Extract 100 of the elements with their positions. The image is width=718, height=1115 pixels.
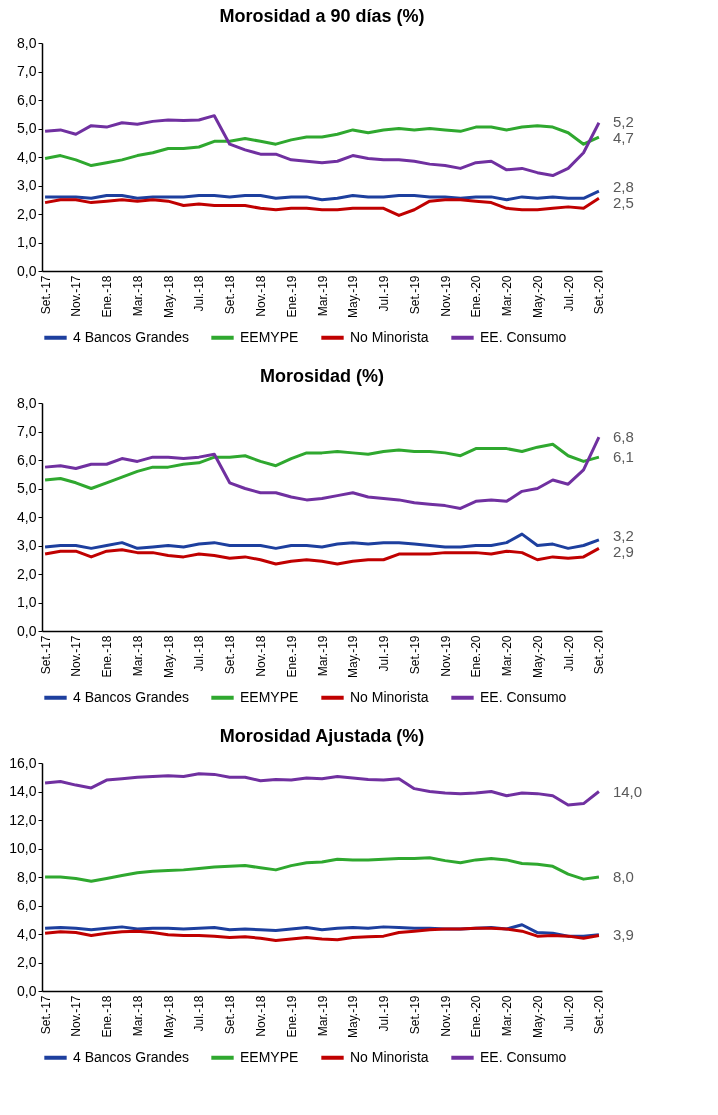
y-tick-label: 5,0 bbox=[17, 120, 37, 136]
legend-label: EE. Consumo bbox=[480, 1048, 567, 1065]
y-tick-label: 2,0 bbox=[17, 565, 37, 582]
x-tick-label: Set.-20 bbox=[592, 635, 607, 675]
x-tick-label: Mar.-19 bbox=[315, 995, 330, 1037]
y-tick-label: 4,0 bbox=[17, 925, 37, 942]
x-tick-label: Ene.-18 bbox=[100, 995, 115, 1038]
legend-label: No Minorista bbox=[350, 328, 429, 345]
x-tick-label: Mar.-19 bbox=[315, 275, 330, 317]
chart-title: Morosidad (%) bbox=[260, 366, 384, 386]
data-label: 2,8 bbox=[612, 177, 634, 195]
x-tick-label: Jul.-18 bbox=[192, 275, 207, 312]
x-tick-label: Set.-18 bbox=[223, 275, 238, 315]
x-tick-label: Mar.-20 bbox=[500, 275, 515, 317]
x-tick-label: Nov.-17 bbox=[69, 635, 84, 677]
x-tick-label: Jul.-18 bbox=[192, 635, 207, 672]
data-label: 5,2 bbox=[612, 112, 634, 130]
x-tick-label: Set.-18 bbox=[223, 635, 238, 675]
y-tick-label: 6,0 bbox=[17, 91, 37, 108]
legend-label: No Minorista bbox=[350, 1048, 429, 1065]
y-tick-label: 8,0 bbox=[17, 394, 37, 411]
x-tick-label: Nov.-18 bbox=[253, 995, 268, 1037]
x-tick-label: May.-18 bbox=[161, 995, 176, 1038]
x-tick-label: Set.-17 bbox=[38, 635, 53, 675]
y-tick-label: 16,0 bbox=[9, 754, 37, 771]
legend-label: 4 Bancos Grandes bbox=[73, 688, 189, 705]
x-tick-label: May.-19 bbox=[346, 995, 361, 1038]
x-tick-label: Nov.-19 bbox=[438, 635, 453, 677]
x-tick-label: Mar.-18 bbox=[130, 275, 145, 317]
data-label: 3,9 bbox=[612, 926, 634, 944]
x-tick-label: Ene.-18 bbox=[100, 275, 115, 318]
legend-label: No Minorista bbox=[350, 688, 429, 705]
y-tick-label: 2,0 bbox=[17, 954, 37, 970]
x-tick-label: May.-19 bbox=[346, 635, 361, 678]
y-tick-label: 5,0 bbox=[17, 480, 37, 496]
x-tick-label: Jul.-18 bbox=[192, 995, 207, 1032]
line-series bbox=[43, 532, 601, 550]
x-tick-label: Set.-20 bbox=[592, 995, 607, 1035]
y-tick-label: 8,0 bbox=[17, 868, 37, 885]
y-tick-label: 1,0 bbox=[17, 234, 37, 250]
x-tick-label: May.-18 bbox=[161, 275, 176, 318]
x-tick-label: Mar.-18 bbox=[130, 635, 145, 677]
line-series bbox=[43, 196, 601, 217]
legend-label: EEMYPE bbox=[240, 688, 299, 705]
y-tick-label: 6,0 bbox=[17, 451, 37, 468]
y-tick-label: 3,0 bbox=[17, 537, 37, 553]
x-tick-label: Ene.-20 bbox=[469, 635, 484, 678]
x-tick-label: May.-19 bbox=[346, 275, 361, 318]
x-tick-label: Set.-19 bbox=[407, 995, 422, 1035]
x-tick-label: Nov.-17 bbox=[69, 995, 84, 1037]
x-tick-label: Jul.-20 bbox=[561, 635, 576, 672]
data-label: 14,0 bbox=[612, 782, 643, 800]
x-tick-label: Jul.-20 bbox=[561, 275, 576, 312]
y-tick-label: 1,0 bbox=[17, 594, 37, 610]
x-tick-label: Ene.-20 bbox=[469, 275, 484, 318]
x-tick-label: Set.-17 bbox=[38, 995, 53, 1035]
line-series bbox=[43, 926, 601, 942]
line-series bbox=[43, 442, 601, 490]
data-label: 2,9 bbox=[612, 543, 634, 561]
x-tick-label: Mar.-18 bbox=[130, 995, 145, 1037]
x-tick-label: Ene.-18 bbox=[100, 635, 115, 678]
y-tick-label: 6,0 bbox=[17, 897, 37, 913]
y-tick-label: 7,0 bbox=[17, 423, 37, 439]
legend-label: 4 Bancos Grandes bbox=[73, 1048, 189, 1065]
y-tick-label: 0,0 bbox=[17, 982, 37, 999]
y-tick-label: 14,0 bbox=[9, 783, 37, 799]
line-series bbox=[43, 772, 601, 807]
y-tick-label: 0,0 bbox=[17, 622, 37, 639]
x-tick-label: Set.-18 bbox=[223, 995, 238, 1035]
y-tick-label: 0,0 bbox=[17, 262, 37, 279]
chart-title: Morosidad Ajustada (%) bbox=[219, 726, 425, 746]
x-tick-label: Nov.-19 bbox=[438, 995, 453, 1037]
line-series bbox=[43, 546, 601, 566]
line-series bbox=[43, 856, 601, 883]
x-tick-label: Set.-17 bbox=[38, 275, 53, 315]
x-tick-label: Ene.-19 bbox=[284, 275, 299, 318]
data-label: 6,8 bbox=[612, 428, 634, 446]
x-tick-label: May.-20 bbox=[530, 635, 545, 678]
x-tick-label: Mar.-19 bbox=[315, 635, 330, 677]
x-tick-label: Mar.-20 bbox=[500, 995, 515, 1037]
data-label: 3,2 bbox=[612, 527, 634, 545]
data-label: 2,5 bbox=[612, 193, 634, 211]
y-tick-label: 2,0 bbox=[17, 205, 37, 222]
data-label: 6,1 bbox=[612, 448, 634, 466]
x-tick-label: Ene.-19 bbox=[284, 995, 299, 1038]
legend-label: EEMYPE bbox=[240, 328, 299, 345]
x-tick-label: Jul.-19 bbox=[377, 275, 392, 312]
line-series bbox=[43, 114, 601, 178]
chart-title: Morosidad a 90 días (%) bbox=[219, 6, 425, 26]
data-label: 8,0 bbox=[612, 868, 634, 885]
line-series bbox=[43, 189, 601, 202]
x-tick-label: Jul.-19 bbox=[377, 995, 392, 1032]
y-tick-label: 12,0 bbox=[9, 811, 37, 828]
x-tick-label: Ene.-19 bbox=[284, 635, 299, 678]
x-tick-label: Nov.-18 bbox=[253, 275, 268, 317]
data-label: 4,7 bbox=[612, 128, 634, 146]
x-tick-label: May.-20 bbox=[530, 995, 545, 1038]
x-tick-label: Mar.-20 bbox=[500, 635, 515, 677]
legend-label: EE. Consumo bbox=[480, 328, 567, 345]
line-series bbox=[43, 435, 601, 510]
